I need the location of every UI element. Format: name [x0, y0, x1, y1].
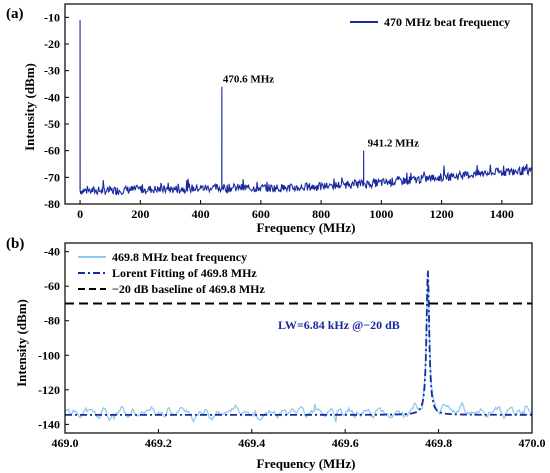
annotation-linewidth: LW=6.84 kHz @−20 dB — [278, 318, 400, 332]
y-tick-label: -80 — [44, 197, 60, 211]
legend-label-20db-baseline: −20 dB baseline of 469.8 MHz — [112, 282, 266, 296]
annotation-470-6-mhz: 470.6 MHz — [223, 74, 274, 86]
panel-a-plot-area — [79, 19, 532, 196]
panel-b-frame — [64, 242, 533, 434]
series-469-8-beat-line — [64, 275, 533, 423]
y-tick-label: -20 — [44, 37, 60, 51]
panel-b-legend: 469.8 MHz beat frequency Lorent Fitting … — [78, 250, 266, 296]
panel-b-y-axis-label: Intensity (dBm) — [14, 299, 29, 387]
y-tick-label: -80 — [44, 314, 60, 328]
legend-label-470-beat: 470 MHz beat frequency — [384, 15, 510, 29]
panel-b-label: (b) — [6, 236, 24, 252]
y-tick-label: -40 — [44, 245, 60, 259]
y-tick-label: -60 — [44, 279, 60, 293]
annotation-941-2-mhz: 941.2 MHz — [368, 138, 419, 150]
panel-a: (a) Intensity (dBm) Frequency (MHz) 0 200… — [6, 3, 533, 235]
y-tick-label: -10 — [44, 10, 60, 24]
y-tick-label: -30 — [44, 64, 60, 78]
panel-a-y-axis-label: Intensity (dBm) — [22, 63, 37, 151]
y-tick-label: -70 — [44, 170, 60, 184]
x-tick-label: 469.2 — [145, 436, 172, 450]
x-tick-label: 469.0 — [52, 436, 79, 450]
x-tick-label: 600 — [252, 207, 270, 221]
x-tick-label: 800 — [312, 207, 330, 221]
panel-a-label: (a) — [6, 6, 24, 22]
series-lorentz-fit-line — [65, 270, 532, 416]
panel-b-x-axis-label: Frequency (MHz) — [256, 456, 355, 471]
x-tick-label: 470.0 — [519, 436, 546, 450]
panel-b: (b) Intensity (dBm) Frequency (MHz) 469.… — [6, 236, 546, 471]
panel-a-legend: 470 MHz beat frequency — [350, 15, 510, 29]
x-tick-label: 0 — [77, 207, 83, 221]
y-tick-label: -100 — [38, 348, 60, 362]
legend-label-469-8-beat: 469.8 MHz beat frequency — [112, 250, 247, 264]
y-tick-label: -60 — [44, 144, 60, 158]
panel-a-ticks: 0 200 400 600 800 1000 1200 1400 -80 -70 -60 -50 -40… — [44, 10, 514, 221]
y-tick-label: -40 — [44, 90, 60, 104]
series-470-mhz-beat-line — [79, 19, 532, 196]
y-tick-label: -50 — [44, 117, 60, 131]
y-tick-label: -140 — [38, 417, 60, 431]
x-tick-label: 400 — [192, 207, 210, 221]
legend-label-lorentz-fit: Lorent Fitting of 469.8 MHz — [112, 266, 257, 280]
panel-b-plot-area — [64, 270, 533, 423]
x-tick-label: 469.4 — [238, 436, 265, 450]
x-tick-label: 1200 — [430, 207, 454, 221]
x-tick-label: 469.8 — [425, 436, 452, 450]
x-tick-label: 200 — [131, 207, 149, 221]
panel-a-x-axis-label: Frequency (MHz) — [256, 220, 355, 235]
y-tick-label: -120 — [38, 383, 60, 397]
x-tick-label: 1000 — [369, 207, 393, 221]
x-tick-label: 469.6 — [332, 436, 359, 450]
panel-b-ticks: 469.0 469.2 469.4 469.6 469.8 470.0 -140 -120 -1… — [38, 245, 546, 450]
x-tick-label: 1400 — [490, 207, 514, 221]
panel-a-frame — [64, 3, 533, 205]
